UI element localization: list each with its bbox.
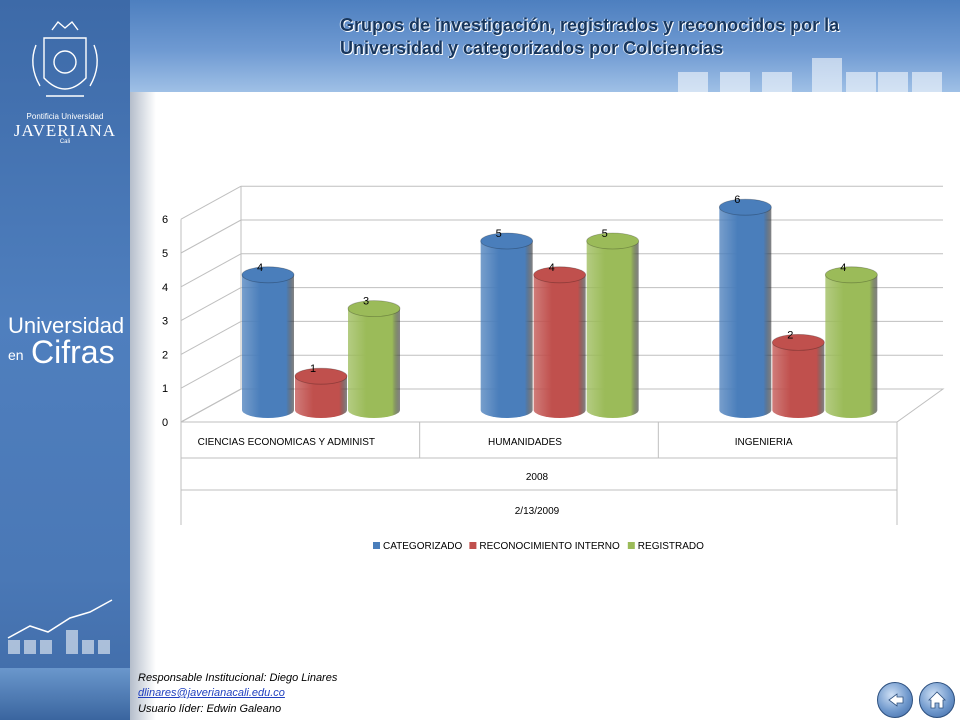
back-arrow-icon — [888, 693, 904, 707]
bar-top — [586, 232, 640, 250]
data-label: 4 — [549, 262, 555, 274]
home-button[interactable] — [919, 682, 955, 718]
banner-decoration — [678, 72, 708, 100]
sidebar-shadow — [130, 0, 156, 720]
legend-swatch — [373, 542, 380, 549]
y-tick-label: 2 — [162, 349, 168, 361]
gridline-side — [180, 287, 242, 322]
institution-city: Cali — [59, 139, 71, 145]
banner-decoration — [912, 72, 942, 100]
data-label: 4 — [840, 262, 846, 274]
bar-top — [824, 266, 878, 284]
footer-responsable: Responsable Institucional: Diego Linares — [138, 672, 338, 684]
legend-swatch — [627, 542, 635, 549]
back-button[interactable] — [877, 682, 913, 718]
data-label: 4 — [257, 262, 263, 274]
footer-email-link[interactable]: dlinares@javerianacali.edu.co — [138, 687, 285, 699]
data-label: 5 — [602, 228, 608, 240]
data-label: 6 — [734, 194, 740, 206]
institution-name: JAVERIANA — [13, 121, 117, 140]
legend-swatch — [469, 542, 477, 549]
banner-decoration — [812, 58, 842, 100]
university-crest-logo — [32, 20, 98, 97]
institution-name-small: Pontificia Universidad — [26, 112, 104, 121]
banner-decoration — [762, 72, 792, 100]
data-label: 3 — [363, 296, 369, 308]
brand-title-cifras: Cifras — [31, 334, 115, 370]
growth-chart-icon — [7, 599, 113, 654]
y-tick-label: 5 — [162, 248, 168, 260]
y-tick-label: 3 — [162, 316, 168, 328]
bar-body — [242, 274, 294, 418]
bar-body — [348, 308, 400, 418]
bar-top — [294, 367, 348, 385]
y-tick-label: 6 — [162, 214, 168, 226]
x-tick-label: CIENCIAS ECONOMICAS Y ADMINIST — [198, 437, 375, 448]
gridline-side — [180, 185, 242, 220]
y-tick-label: 0 — [162, 417, 168, 429]
data-label: 2 — [787, 329, 793, 341]
bar-body — [533, 274, 586, 418]
data-label: 1 — [310, 363, 316, 375]
gridline-side — [180, 354, 242, 389]
bar-body — [825, 274, 878, 418]
bar-body — [295, 376, 347, 418]
page-title: Grupos de investigación, registrados y r… — [340, 15, 840, 58]
footer-usuario: Usuario líder: Edwin Galeano — [138, 703, 282, 715]
data-label: 5 — [496, 228, 502, 240]
legend-label: CATEGORIZADO — [383, 541, 462, 552]
header-banner — [130, 0, 960, 100]
sidebar: Pontificia Universidad JAVERIANA Cali Un… — [0, 0, 130, 720]
brand-title-line1: Universidad — [8, 313, 125, 338]
x-tick-label: HUMANIDADES — [488, 437, 562, 448]
x-group-label: 2008 — [526, 472, 549, 483]
bar-body — [480, 241, 533, 418]
bar-body — [772, 342, 825, 418]
bar-top — [533, 266, 587, 284]
gridline-side — [180, 253, 242, 288]
y-tick-label: 1 — [162, 383, 168, 395]
banner-decoration — [846, 72, 876, 100]
bar-top — [718, 198, 772, 216]
y-tick-label: 4 — [162, 282, 168, 294]
bar-top — [480, 232, 534, 250]
banner-decoration — [878, 72, 908, 100]
bar-top — [241, 266, 295, 284]
legend-label: REGISTRADO — [638, 541, 704, 552]
legend-label: RECONOCIMIENTO INTERNO — [479, 541, 620, 552]
x-group-label: 2/13/2009 — [515, 506, 560, 517]
bar-top — [347, 300, 401, 318]
x-tick-label: INGENIERIA — [735, 437, 793, 448]
bar-top — [771, 333, 825, 351]
gridline-side — [180, 320, 242, 355]
bar-body — [719, 207, 772, 418]
sidebar-bottom-decoration — [0, 668, 130, 720]
home-icon — [928, 691, 946, 709]
bar-body — [586, 241, 639, 418]
banner-decoration — [720, 72, 750, 100]
gridline-side — [180, 219, 242, 254]
brand-title-en: en — [8, 347, 24, 363]
